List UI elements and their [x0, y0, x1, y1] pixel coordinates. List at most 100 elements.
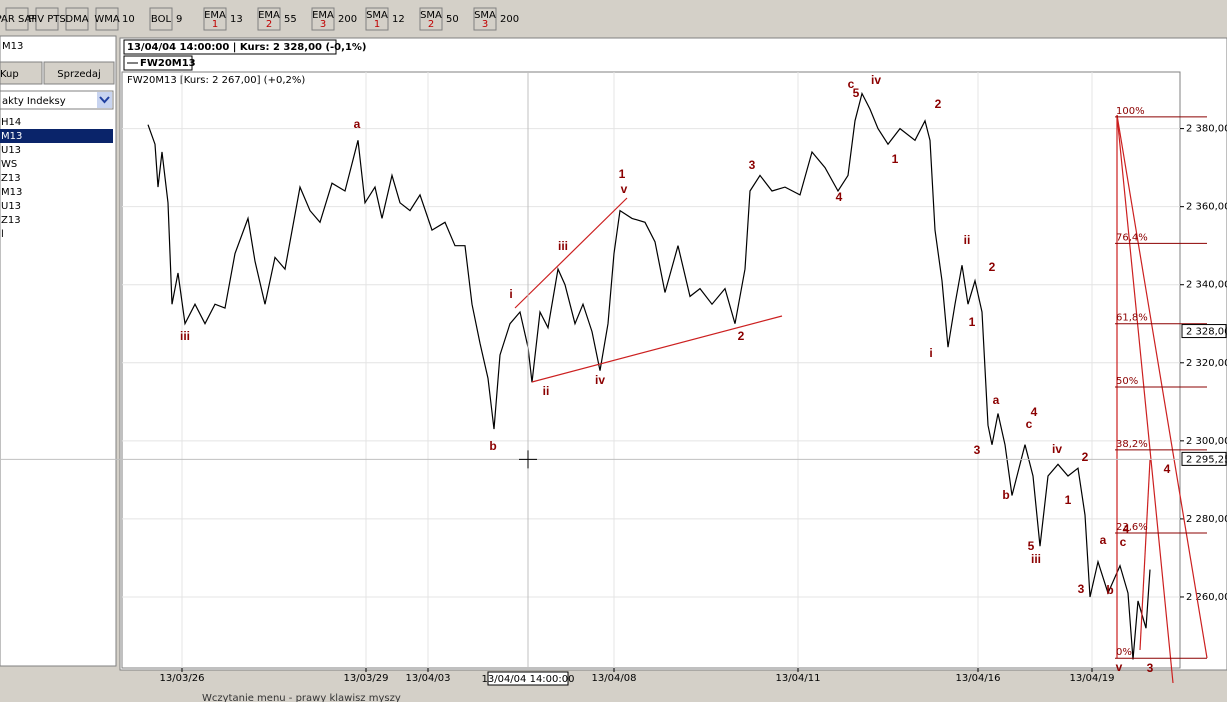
list-item[interactable]: WS [1, 159, 17, 170]
header-box [123, 39, 337, 55]
y-tick-label: 2 280,00 [1186, 514, 1227, 525]
wave-label: i [509, 287, 512, 301]
y-tick-label: 2 380,00 [1186, 124, 1227, 135]
fib-label: 23,6% [1116, 522, 1148, 533]
fib-label: 50% [1116, 376, 1138, 387]
trendline [531, 315, 783, 383]
dropdown[interactable] [0, 90, 114, 110]
sidebar-list: H14 M13 U13 WS Z13 M13 U13 Z13 l [0, 117, 113, 240]
wave-label: i [929, 346, 932, 360]
button-label: WMA [94, 14, 120, 25]
sell-button[interactable] [43, 61, 115, 85]
status-text: Wczytanie menu - prawy klawisz myszy [202, 693, 401, 702]
plot: 2 260,00 2 280,00 2 300,00 2 320,00 2 340,00… [122, 72, 1227, 684]
button-sub: 2 [266, 19, 272, 30]
button-label: SMA [366, 10, 388, 21]
dropdown-chevron [99, 96, 110, 104]
wave-label: 2 [935, 97, 942, 111]
wave-label: 1 [619, 167, 626, 181]
toolbar-button[interactable] [203, 7, 227, 31]
wave-label: a [354, 117, 361, 131]
wave-label: a [1100, 533, 1107, 547]
chart-header: 13/04/04 14:00:00 | Kurs: 2 328,00 (-0,1… [127, 42, 367, 53]
cursor-cross [519, 450, 537, 469]
dropdown-arrow[interactable] [97, 92, 112, 108]
toolbar-button[interactable] [149, 7, 173, 31]
list-item[interactable]: M13 [1, 187, 22, 198]
fib-label: 0% [1116, 647, 1132, 658]
price-marker-box [1181, 451, 1227, 466]
wave-label: iii [180, 329, 190, 343]
button-value: 200 [500, 14, 519, 25]
dropdown-label[interactable]: akty Indeksy [2, 96, 66, 107]
wave-label: 5 [853, 86, 860, 100]
list-item[interactable]: Z13 [1, 215, 21, 226]
selected-row [0, 129, 113, 143]
toolbar-button[interactable] [365, 7, 389, 31]
fib-label: 100% [1116, 106, 1145, 117]
button-value: 50 [446, 14, 459, 25]
button-label: EMA [312, 10, 334, 21]
list-item[interactable]: M13 [1, 131, 22, 142]
wave-label: 1 [892, 152, 899, 166]
buy-label[interactable]: Kup [0, 69, 19, 80]
list-item[interactable]: l [1, 229, 4, 240]
x-tick-label: 13/04/19 [1070, 673, 1115, 684]
sidebar-title: M13 [2, 41, 23, 52]
button-value: 200 [338, 14, 357, 25]
list-item[interactable]: Z13 [1, 173, 21, 184]
y-tick-label: 2 300,00 [1186, 436, 1227, 447]
button-label: DMA [65, 14, 88, 25]
button-label: EMA [258, 10, 280, 21]
toolbar-button[interactable] [95, 7, 119, 31]
x-tick-label: 13/04/11 [776, 673, 821, 684]
wave-label: c [1120, 535, 1127, 549]
wave-label: 4 [836, 190, 843, 204]
fib-label: 76,4% [1116, 232, 1148, 243]
price-marker-box [1181, 324, 1227, 339]
price-line [147, 91, 1151, 660]
wave-label: b [1002, 488, 1009, 502]
price-marker-label: 2 295,25 [1186, 454, 1227, 465]
button-sub: 1 [212, 19, 218, 30]
button-value: 13 [230, 14, 243, 25]
wave-label: iv [595, 373, 605, 387]
plot-frame [121, 71, 1181, 669]
button-sub: 2 [428, 19, 434, 30]
toolbar-button[interactable] [65, 7, 89, 31]
button-sub: 3 [320, 19, 326, 30]
toolbar-button[interactable] [35, 7, 59, 31]
buy-button[interactable] [0, 61, 43, 85]
wave-label: iv [1052, 442, 1062, 456]
wave-label: 3 [1078, 582, 1085, 596]
y-tick-label: 2 260,00 [1186, 592, 1227, 603]
fib-edge [1116, 114, 1174, 684]
toolbar-button[interactable] [5, 7, 29, 31]
toolbar-button[interactable] [419, 7, 443, 31]
toolbar-button[interactable] [311, 7, 335, 31]
toolbar-button[interactable] [257, 7, 281, 31]
wave-label: v [621, 182, 628, 196]
trendline [514, 197, 628, 309]
x-tick-label: 13/04/16 [956, 673, 1001, 684]
list-item[interactable]: U13 [1, 201, 21, 212]
list-item[interactable]: H14 [1, 117, 21, 128]
sell-label[interactable]: Sprzedaj [57, 69, 100, 80]
legend-label: FW20M13 [140, 58, 196, 69]
x-tick-label: 13/03/29 [344, 673, 389, 684]
y-tick-label: 2 360,00 [1186, 202, 1227, 213]
wave-label: c [1026, 417, 1033, 431]
toolbar-bg [0, 0, 1227, 36]
button-value: 10 [122, 14, 135, 25]
wave-label: iii [1031, 552, 1041, 566]
list-item[interactable]: U13 [1, 145, 21, 156]
button-value: 9 [176, 14, 182, 25]
button-label: SMA [420, 10, 442, 21]
wave-label: 1 [969, 315, 976, 329]
button-value: 55 [284, 14, 297, 25]
wave-label: v [1116, 660, 1123, 674]
wave-label: ii [964, 233, 971, 247]
toolbar-button[interactable] [473, 7, 497, 31]
